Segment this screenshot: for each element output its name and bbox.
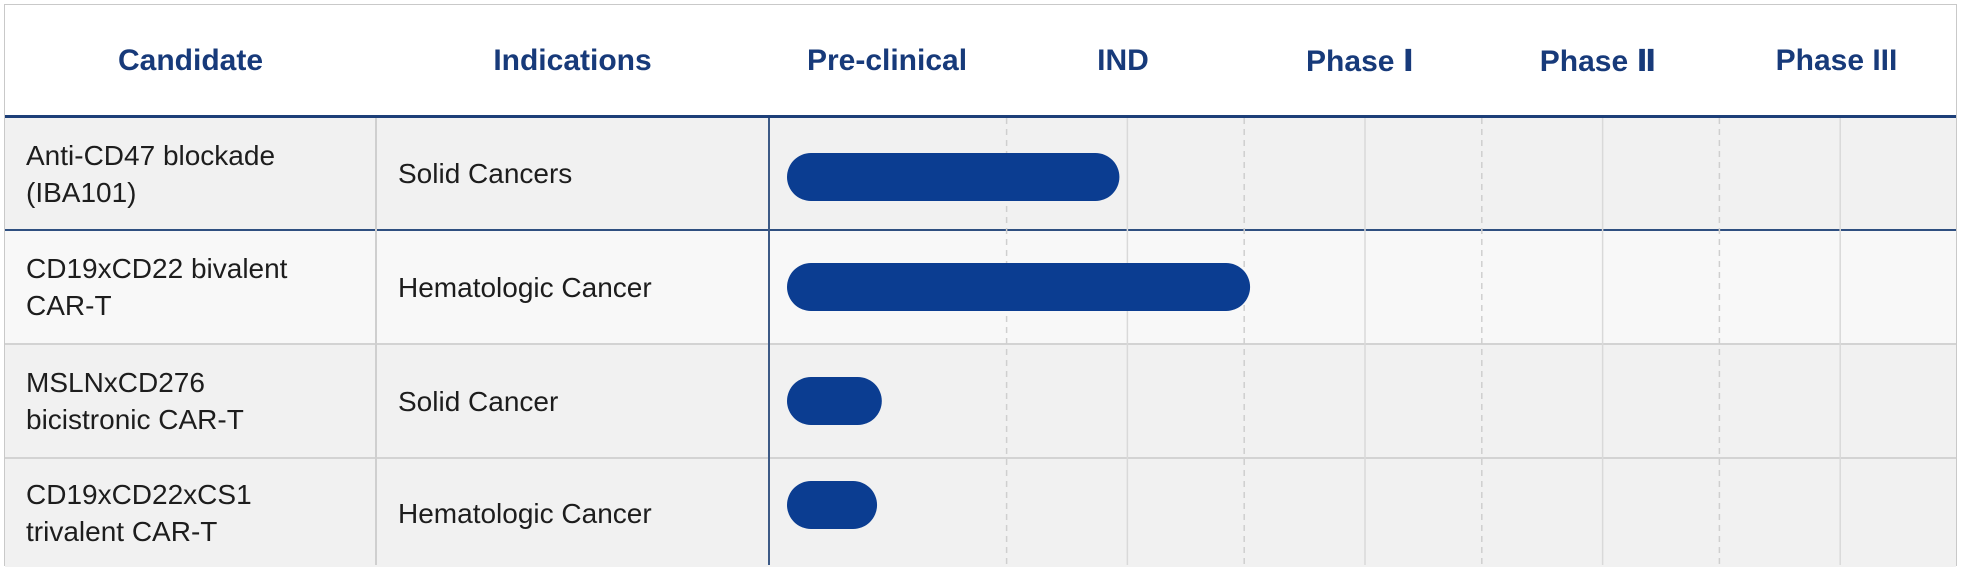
column-header-phase-2: Phase Ⅱ	[1539, 44, 1657, 78]
progress-bar	[787, 481, 878, 529]
pipeline-table: Candidate Indications Pre-clinical IND P…	[4, 4, 1957, 567]
row-divider	[5, 229, 1956, 231]
candidate-name-line1: MSLNxCD276	[26, 367, 205, 398]
row-divider	[5, 457, 1956, 459]
indication-cell: Solid Cancer	[398, 385, 559, 417]
column-header-phase-preclinical: Pre-clinical	[806, 44, 968, 77]
phase-area-divider	[768, 118, 770, 565]
progress-bar	[787, 377, 882, 425]
pipeline-bars	[787, 118, 1841, 565]
column-header-phase-3: Phase III	[1775, 44, 1898, 77]
header-divider	[5, 115, 1956, 118]
indication-cell: Solid Cancers	[398, 158, 573, 189]
candidate-cell: MSLNxCD276 bicistronic CAR-T	[5, 345, 376, 457]
candidate-cell: CD19xCD22 bivalent CAR-T	[5, 231, 376, 343]
candidate-cell: Anti-CD47 blockade (IBA101)	[5, 118, 376, 229]
candidate-name-line2: CAR-T	[26, 290, 112, 321]
candidate-name-line1: CD19xCD22 bivalent	[26, 253, 288, 284]
progress-bar	[787, 263, 1251, 311]
indication-cell: Hematologic Cancer	[398, 271, 652, 303]
candidate-name-line2: (IBA101)	[26, 176, 137, 208]
column-header-indications: Indications	[493, 44, 652, 77]
table-row: CD19xCD22xCS1 trivalent CAR-T Hematologi…	[5, 459, 1956, 567]
candidate-name-line2: bicistronic CAR-T	[26, 404, 244, 435]
column-divider	[375, 118, 377, 565]
table-row: MSLNxCD276 bicistronic CAR-T Solid Cance…	[5, 345, 1956, 457]
column-header-phase-1: Phase Ⅰ	[1306, 44, 1414, 78]
candidate-cell: CD19xCD22xCS1 trivalent CAR-T	[5, 459, 376, 567]
candidate-name-line1: CD19xCD22xCS1	[26, 479, 252, 510]
column-header-phase-ind: IND	[1097, 44, 1149, 77]
row-divider	[5, 343, 1956, 345]
table-row: Anti-CD47 blockade (IBA101) Solid Cancer…	[5, 118, 1956, 229]
column-header-candidate: Candidate	[117, 44, 264, 77]
candidate-name-line2: trivalent CAR-T	[26, 516, 218, 547]
progress-bar	[787, 153, 1120, 201]
indication-cell: Hematologic Cancer	[398, 497, 652, 529]
candidate-name-line1: Anti-CD47 blockade	[26, 139, 276, 171]
